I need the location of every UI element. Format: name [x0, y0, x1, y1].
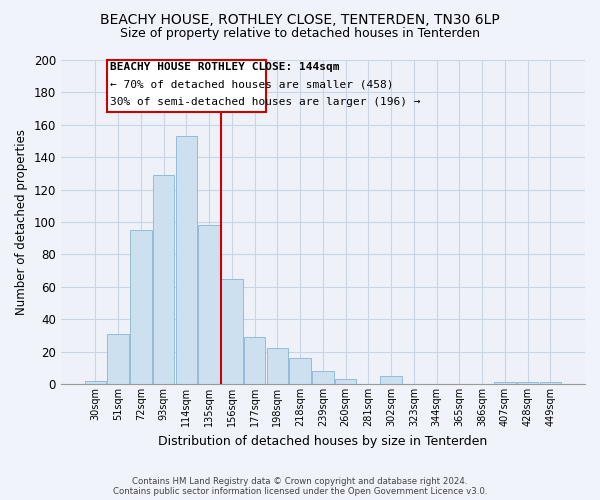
Bar: [199, 225, 220, 384]
Bar: [266, 348, 288, 384]
Text: Contains HM Land Registry data © Crown copyright and database right 2024.: Contains HM Land Registry data © Crown c…: [132, 477, 468, 486]
Bar: [517, 382, 538, 384]
Bar: [176, 136, 197, 384]
Text: Size of property relative to detached houses in Tenterden: Size of property relative to detached ho…: [120, 28, 480, 40]
Bar: [380, 376, 402, 384]
Bar: [494, 382, 515, 384]
Bar: [289, 358, 311, 384]
Text: Contains public sector information licensed under the Open Government Licence v3: Contains public sector information licen…: [113, 487, 487, 496]
Text: BEACHY HOUSE, ROTHLEY CLOSE, TENTERDEN, TN30 6LP: BEACHY HOUSE, ROTHLEY CLOSE, TENTERDEN, …: [100, 12, 500, 26]
Bar: [221, 278, 243, 384]
Bar: [107, 334, 129, 384]
Bar: [335, 379, 356, 384]
Bar: [312, 371, 334, 384]
Text: BEACHY HOUSE ROTHLEY CLOSE: 144sqm: BEACHY HOUSE ROTHLEY CLOSE: 144sqm: [110, 62, 340, 72]
Text: ← 70% of detached houses are smaller (458): ← 70% of detached houses are smaller (45…: [110, 80, 394, 90]
FancyBboxPatch shape: [107, 60, 266, 112]
Bar: [153, 175, 175, 384]
Bar: [244, 337, 265, 384]
Bar: [539, 382, 561, 384]
Y-axis label: Number of detached properties: Number of detached properties: [15, 129, 28, 315]
Bar: [85, 381, 106, 384]
Bar: [130, 230, 152, 384]
Text: 30% of semi-detached houses are larger (196) →: 30% of semi-detached houses are larger (…: [110, 98, 421, 108]
X-axis label: Distribution of detached houses by size in Tenterden: Distribution of detached houses by size …: [158, 434, 488, 448]
